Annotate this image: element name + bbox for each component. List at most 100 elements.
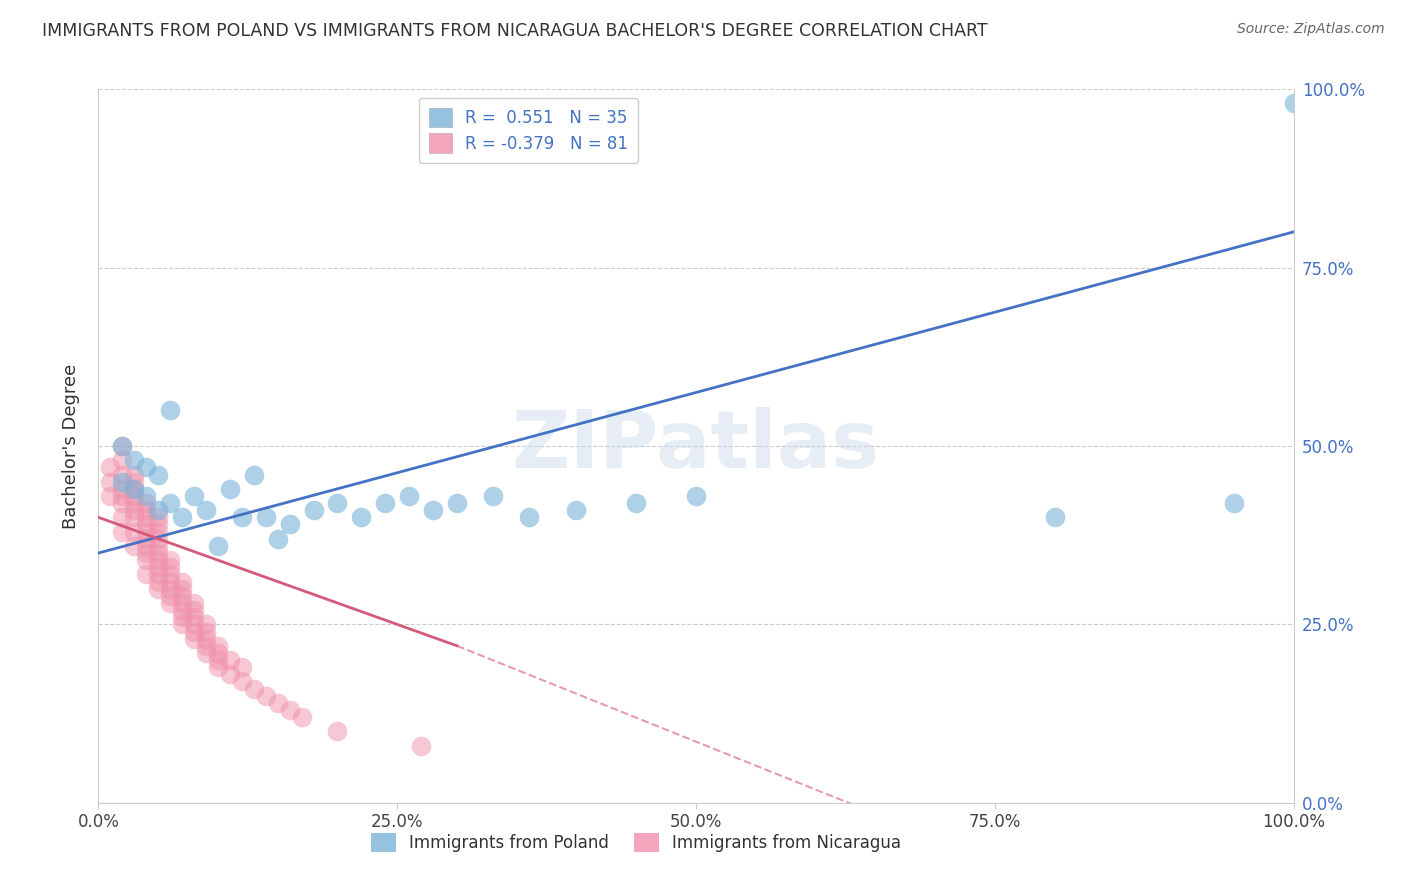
Point bbox=[231, 674, 253, 689]
Point bbox=[148, 546, 170, 560]
Point bbox=[159, 582, 181, 596]
Point bbox=[422, 503, 444, 517]
Point bbox=[159, 496, 181, 510]
Point bbox=[135, 553, 157, 567]
Point bbox=[446, 496, 468, 510]
Point bbox=[195, 624, 218, 639]
Point bbox=[111, 482, 134, 496]
Point bbox=[148, 582, 170, 596]
Point bbox=[254, 510, 277, 524]
Point bbox=[219, 653, 242, 667]
Point bbox=[124, 510, 146, 524]
Point bbox=[1043, 510, 1066, 524]
Point bbox=[111, 489, 134, 503]
Point bbox=[172, 589, 194, 603]
Point bbox=[135, 496, 157, 510]
Point bbox=[111, 524, 134, 539]
Point bbox=[207, 539, 229, 553]
Point bbox=[183, 596, 205, 610]
Point bbox=[159, 553, 181, 567]
Point bbox=[135, 503, 157, 517]
Point bbox=[1282, 96, 1305, 111]
Point bbox=[565, 503, 588, 517]
Point bbox=[172, 574, 194, 589]
Point bbox=[124, 475, 146, 489]
Point bbox=[350, 510, 373, 524]
Y-axis label: Bachelor's Degree: Bachelor's Degree bbox=[62, 363, 80, 529]
Point bbox=[124, 453, 146, 467]
Point bbox=[1223, 496, 1246, 510]
Point bbox=[148, 503, 170, 517]
Point bbox=[124, 482, 146, 496]
Point bbox=[148, 574, 170, 589]
Point bbox=[135, 510, 157, 524]
Point bbox=[195, 617, 218, 632]
Point bbox=[183, 603, 205, 617]
Point bbox=[148, 567, 170, 582]
Point bbox=[326, 724, 349, 739]
Point bbox=[195, 646, 218, 660]
Point bbox=[111, 510, 134, 524]
Point bbox=[124, 489, 146, 503]
Point bbox=[517, 510, 540, 524]
Point bbox=[195, 632, 218, 646]
Point bbox=[291, 710, 314, 724]
Text: ZIPatlas: ZIPatlas bbox=[512, 407, 880, 485]
Point bbox=[481, 489, 505, 503]
Point bbox=[172, 582, 194, 596]
Point bbox=[148, 539, 170, 553]
Point bbox=[183, 624, 205, 639]
Legend: Immigrants from Poland, Immigrants from Nicaragua: Immigrants from Poland, Immigrants from … bbox=[364, 826, 908, 859]
Point bbox=[219, 667, 242, 681]
Point bbox=[111, 496, 134, 510]
Point bbox=[98, 475, 122, 489]
Point bbox=[411, 739, 433, 753]
Point bbox=[243, 467, 266, 482]
Point bbox=[267, 532, 290, 546]
Point bbox=[183, 632, 205, 646]
Point bbox=[148, 532, 170, 546]
Point bbox=[111, 439, 134, 453]
Point bbox=[172, 603, 194, 617]
Point bbox=[98, 489, 122, 503]
Point bbox=[172, 510, 194, 524]
Point bbox=[159, 567, 181, 582]
Point bbox=[148, 510, 170, 524]
Point bbox=[685, 489, 707, 503]
Point bbox=[278, 703, 301, 717]
Point bbox=[159, 589, 181, 603]
Point bbox=[135, 532, 157, 546]
Point bbox=[243, 681, 266, 696]
Point bbox=[159, 560, 181, 574]
Point bbox=[124, 539, 146, 553]
Point bbox=[302, 503, 325, 517]
Point bbox=[219, 482, 242, 496]
Point bbox=[254, 689, 277, 703]
Point bbox=[124, 524, 146, 539]
Point bbox=[124, 467, 146, 482]
Point bbox=[111, 475, 134, 489]
Point bbox=[98, 460, 122, 475]
Point bbox=[172, 617, 194, 632]
Text: IMMIGRANTS FROM POLAND VS IMMIGRANTS FROM NICARAGUA BACHELOR'S DEGREE CORRELATIO: IMMIGRANTS FROM POLAND VS IMMIGRANTS FRO… bbox=[42, 22, 988, 40]
Point bbox=[374, 496, 396, 510]
Point bbox=[159, 403, 181, 417]
Point bbox=[172, 610, 194, 624]
Point bbox=[135, 489, 157, 503]
Point bbox=[183, 489, 205, 503]
Point bbox=[111, 467, 134, 482]
Point bbox=[135, 546, 157, 560]
Point bbox=[195, 503, 218, 517]
Text: Source: ZipAtlas.com: Source: ZipAtlas.com bbox=[1237, 22, 1385, 37]
Point bbox=[278, 517, 301, 532]
Point bbox=[135, 539, 157, 553]
Point bbox=[148, 467, 170, 482]
Point bbox=[183, 617, 205, 632]
Point bbox=[148, 524, 170, 539]
Point bbox=[148, 553, 170, 567]
Point bbox=[207, 653, 229, 667]
Point bbox=[159, 596, 181, 610]
Point bbox=[231, 660, 253, 674]
Point bbox=[111, 439, 134, 453]
Point bbox=[159, 574, 181, 589]
